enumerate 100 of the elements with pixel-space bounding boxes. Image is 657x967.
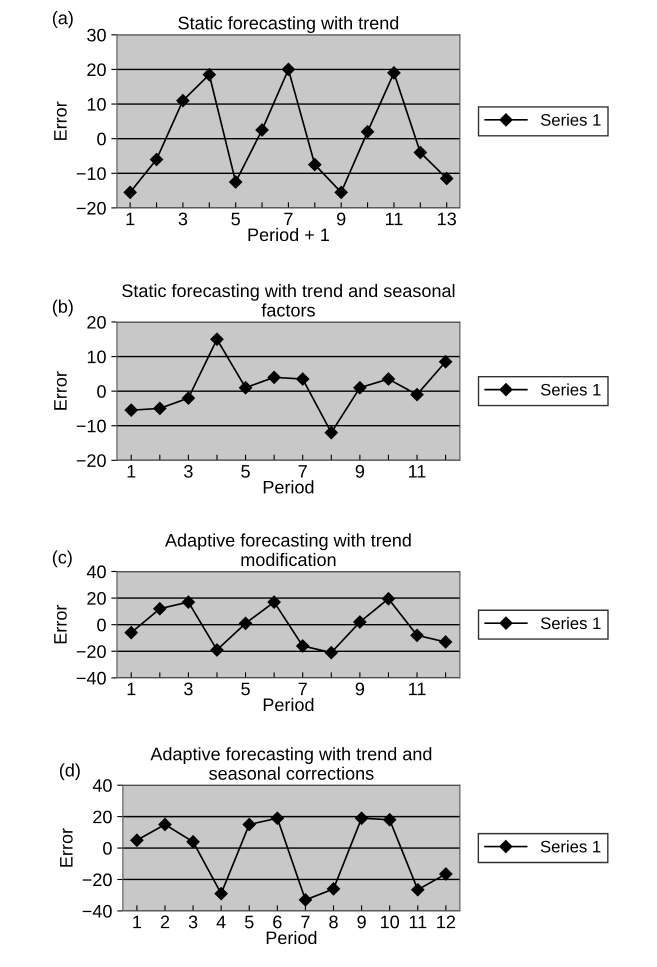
point [355, 812, 368, 825]
point [334, 186, 348, 199]
x-tick-label: 5 [231, 212, 240, 226]
y-tick-label: 40 [86, 565, 106, 578]
y-tick-label: 20 [87, 592, 106, 605]
x-tick-label: 7 [284, 212, 293, 226]
point [238, 616, 252, 630]
point [440, 172, 454, 186]
point [270, 812, 284, 825]
x-tick-label: 2 [160, 916, 170, 928]
y-tick-label: 10 [88, 98, 106, 111]
point [296, 372, 310, 386]
point [176, 94, 190, 108]
point [182, 391, 195, 405]
point [238, 381, 252, 394]
y-tick-label: 0 [97, 385, 106, 398]
x-tick-label: 3 [178, 212, 188, 226]
x-tick-label: 11 [409, 682, 426, 696]
legend-label: Series 1 [540, 383, 601, 396]
x-tick-label: 13 [438, 212, 456, 226]
x-tick-label: 7 [298, 682, 307, 696]
point [383, 813, 396, 826]
point [229, 175, 242, 189]
point [324, 426, 338, 440]
x-axis-title: Period [264, 480, 314, 494]
x-tick-label: 9 [337, 212, 346, 226]
legend-label: Series 1 [540, 616, 601, 630]
y-tick-label: 0 [97, 618, 106, 632]
y-axis-title: Error [60, 828, 73, 867]
point [242, 818, 256, 832]
x-tick-label: 1 [126, 212, 134, 226]
point [410, 388, 424, 402]
point [410, 628, 424, 642]
point [153, 602, 166, 616]
point [214, 887, 228, 900]
y-tick-label: −10 [76, 167, 106, 180]
point [130, 834, 144, 847]
point [353, 615, 366, 629]
x-tick-label: 3 [184, 682, 193, 696]
y-tick-label: 20 [93, 810, 112, 824]
x-tick-label: 9 [356, 682, 364, 696]
x-tick-label: 4 [216, 916, 226, 928]
x-tick-label: 1 [128, 465, 136, 478]
point [439, 635, 452, 649]
point [353, 381, 366, 394]
x-tick-label: 11 [409, 465, 426, 478]
chart-title: Adaptive forecasting with trend modification [165, 533, 411, 566]
point [439, 355, 452, 368]
x-tick-label: 7 [301, 916, 310, 928]
legend-label: Series 1 [540, 114, 601, 126]
point [282, 62, 296, 76]
y-tick-label: 30 [87, 28, 106, 42]
chart-title: Static forecasting with trend [178, 16, 398, 34]
point [150, 152, 164, 166]
point [182, 595, 195, 609]
y-tick-label: 40 [92, 779, 112, 792]
chart-title: Static forecasting with trend and seasonal factors [122, 284, 454, 317]
point [210, 643, 224, 657]
point [255, 123, 269, 137]
point [411, 883, 424, 896]
point [387, 66, 401, 80]
text: (b) [52, 300, 73, 316]
y-tick-label: −20 [76, 645, 106, 658]
point [124, 626, 138, 640]
text: (c) [52, 550, 72, 568]
point [268, 370, 281, 384]
x-tick-label: 9 [356, 464, 364, 478]
point [296, 639, 310, 653]
y-tick-label: −20 [76, 202, 106, 215]
legend-label: Series 1 [540, 840, 600, 853]
point [202, 68, 216, 82]
x-axis-title: Period [266, 930, 316, 944]
x-tick-label: 5 [241, 465, 250, 478]
point [158, 818, 172, 832]
y-tick-label: −40 [76, 672, 106, 685]
y-axis-title: Error [54, 604, 67, 644]
point [382, 592, 396, 606]
x-tick-label: 12 [437, 916, 455, 928]
x-tick-label: 11 [386, 212, 402, 226]
x-tick-label: 10 [381, 916, 400, 928]
point [308, 158, 322, 172]
point [153, 402, 166, 416]
point [210, 332, 224, 346]
y-axis-title: Error [54, 371, 67, 410]
x-tick-label: 1 [133, 916, 142, 928]
point [298, 893, 312, 906]
x-tick-label: 8 [329, 916, 338, 928]
point [124, 404, 138, 417]
x-axis-title: Period + 1 [248, 228, 329, 242]
chart-title: Adaptive forecasting with trend and seasonal corrections [150, 747, 432, 780]
x-tick-label: 6 [273, 916, 282, 928]
x-tick-label: 3 [188, 916, 198, 928]
point [382, 372, 396, 386]
y-tick-label: 0 [97, 132, 106, 146]
y-tick-label: −40 [82, 904, 112, 918]
text: (a) [52, 11, 73, 28]
y-tick-label: 0 [103, 842, 112, 855]
x-tick-label: 5 [241, 682, 250, 696]
y-axis-title: Error [54, 102, 67, 140]
text: (d) [60, 763, 80, 780]
